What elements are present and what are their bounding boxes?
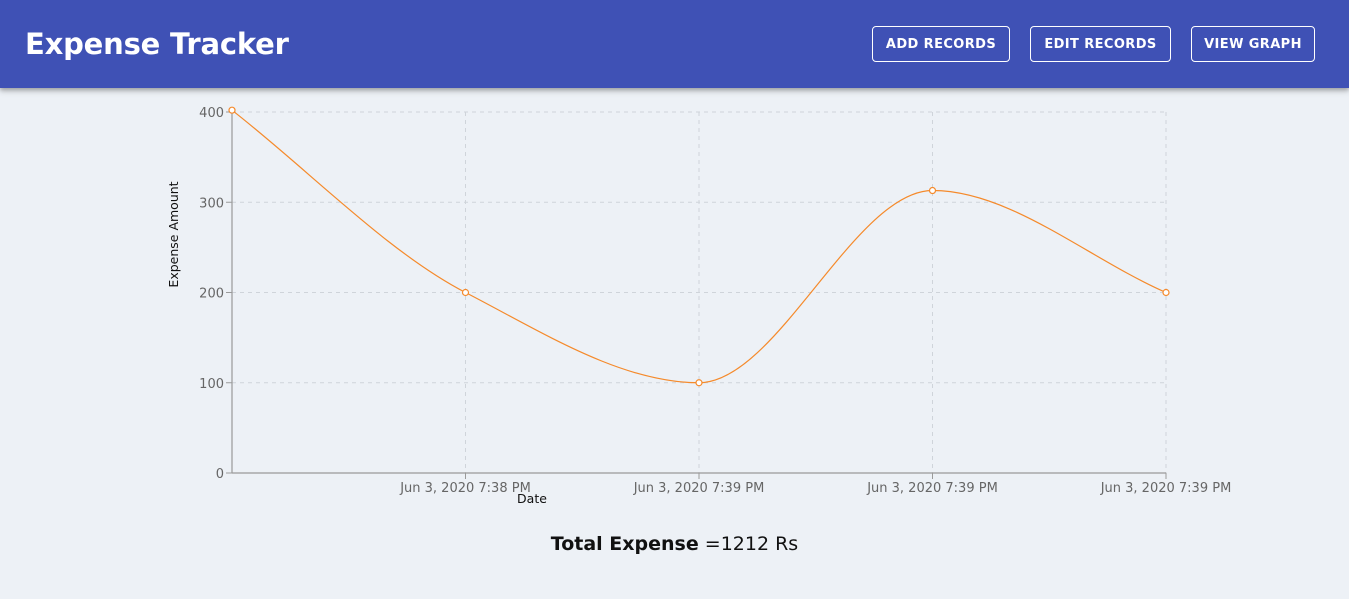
expense-chart: 0 100 200 300 400 Jun 3, 2020 7:38 PM Jun 3, 2… xyxy=(0,88,1349,518)
y-tick-label: 100 xyxy=(199,377,224,392)
x-tick-label: Jun 3, 2020 7:38 PM xyxy=(399,481,531,496)
app-bar: Expense Tracker ADD RECORDS EDIT RECORDS… xyxy=(0,0,1349,88)
data-point xyxy=(1162,288,1170,297)
edit-records-button[interactable]: EDIT RECORDS xyxy=(1030,26,1171,62)
y-tick-label: 300 xyxy=(199,196,224,211)
data-point xyxy=(695,379,703,387)
x-axis-label: Date xyxy=(517,491,547,506)
expense-series-line xyxy=(231,109,1167,384)
total-expense: Total Expense =1212 Rs xyxy=(0,533,1349,555)
x-tick-label: Jun 3, 2020 7:39 PM xyxy=(866,481,998,496)
data-point xyxy=(461,288,470,297)
app-title: Expense Tracker xyxy=(25,27,289,61)
x-tick-label: Jun 3, 2020 7:39 PM xyxy=(633,481,765,496)
x-tick-label: Jun 3, 2020 7:39 PM xyxy=(1100,481,1232,496)
total-expense-value: =1212 Rs xyxy=(704,533,799,555)
y-tick-label: 200 xyxy=(199,287,224,302)
data-point xyxy=(928,186,937,195)
total-expense-label: Total Expense xyxy=(550,533,699,555)
add-records-button[interactable]: ADD RECORDS xyxy=(872,26,1010,62)
y-axis-label: Expense Amount xyxy=(166,181,181,287)
data-point xyxy=(228,106,236,114)
expense-line-chart: 0 100 200 300 400 Jun 3, 2020 7:38 PM Jun 3, 2… xyxy=(166,106,1232,506)
y-tick-label: 0 xyxy=(216,467,224,482)
y-tick-label: 400 xyxy=(199,106,224,121)
view-graph-button[interactable]: VIEW GRAPH xyxy=(1191,26,1315,62)
